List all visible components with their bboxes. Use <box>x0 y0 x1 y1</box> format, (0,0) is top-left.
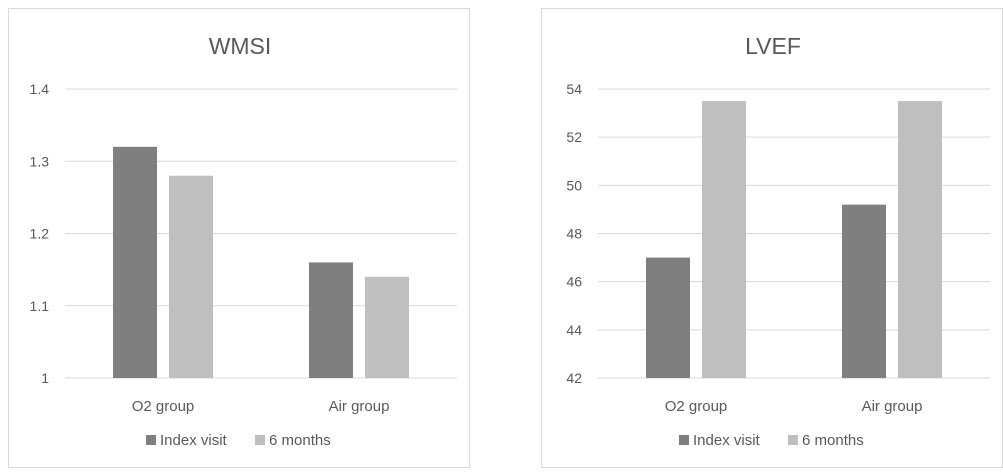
lvef-chart-panel: LVEF 42 44 46 48 50 52 54 O2 group Air group In… <box>541 8 1003 468</box>
bar <box>646 257 690 378</box>
y-tick-label: 48 <box>566 226 582 242</box>
legend-swatch <box>255 435 265 445</box>
y-tick-label: 44 <box>566 322 582 338</box>
bar <box>842 204 886 378</box>
category-label: O2 group <box>665 398 728 415</box>
legend-label: 6 months <box>802 432 864 449</box>
y-tick-label: 1.1 <box>30 298 50 314</box>
legend-label: Index visit <box>693 432 761 449</box>
bar <box>309 262 353 378</box>
category-label: O2 group <box>132 398 195 415</box>
legend-label: 6 months <box>269 432 331 449</box>
y-tick-label: 52 <box>566 129 582 145</box>
category-label: Air group <box>862 398 923 415</box>
legend-swatch <box>146 435 156 445</box>
legend-swatch <box>788 435 798 445</box>
wmsi-chart-panel: WMSI 1 1.1 1.2 1.3 1.4 O2 group Air group Ind… <box>8 8 470 468</box>
bar <box>365 276 409 378</box>
legend-swatch <box>679 435 689 445</box>
y-tick-label: 1.3 <box>30 153 50 169</box>
bar <box>702 101 746 379</box>
lvef-chart: LVEF 42 44 46 48 50 52 54 O2 group Air group In… <box>566 33 990 449</box>
y-tick-label: 42 <box>566 370 582 386</box>
y-tick-label: 1 <box>41 370 49 386</box>
wmsi-chart: WMSI 1 1.1 1.2 1.3 1.4 O2 group Air group Ind… <box>30 33 457 449</box>
y-tick-label: 50 <box>566 177 582 193</box>
chart-title: LVEF <box>745 33 801 59</box>
bar <box>898 101 942 379</box>
y-tick-label: 54 <box>566 81 582 97</box>
bar <box>169 175 213 378</box>
bar <box>113 146 157 378</box>
chart-title: WMSI <box>209 33 272 59</box>
y-tick-label: 1.2 <box>30 226 50 242</box>
legend-label: Index visit <box>160 432 228 449</box>
y-tick-label: 46 <box>566 274 582 290</box>
y-tick-label: 1.4 <box>30 81 50 97</box>
category-label: Air group <box>329 398 390 415</box>
